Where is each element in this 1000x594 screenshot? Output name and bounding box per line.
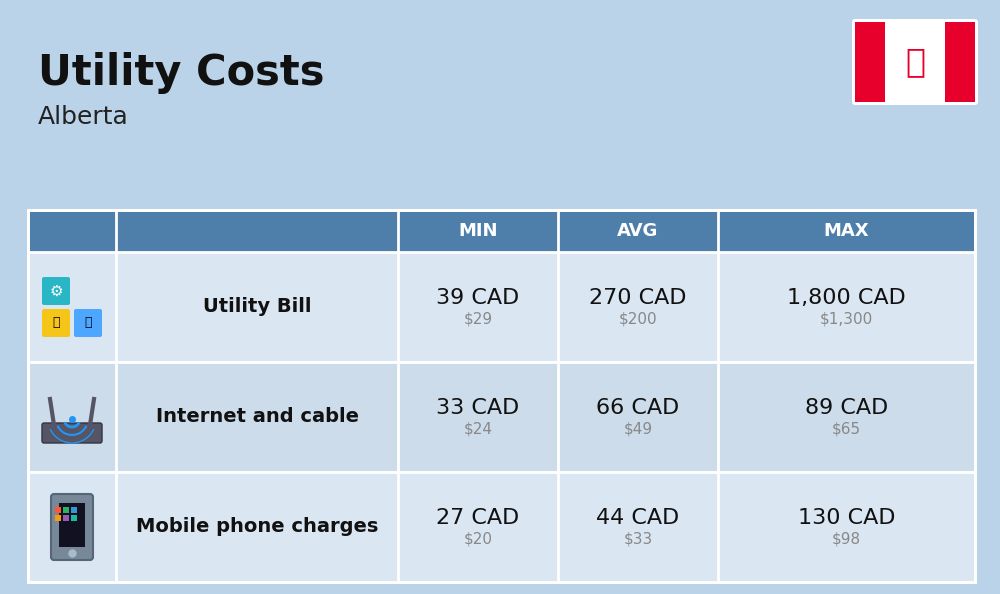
- FancyBboxPatch shape: [51, 494, 93, 560]
- Text: 66 CAD: 66 CAD: [596, 398, 680, 418]
- Bar: [28, 210, 975, 252]
- Bar: [885, 22, 945, 102]
- Text: $20: $20: [464, 532, 492, 546]
- Text: MAX: MAX: [824, 222, 869, 240]
- Bar: [63, 507, 69, 513]
- Text: $49: $49: [623, 422, 653, 437]
- Text: 27 CAD: 27 CAD: [436, 508, 520, 528]
- Text: 🚿: 🚿: [84, 317, 92, 330]
- Text: Alberta: Alberta: [38, 105, 129, 129]
- FancyBboxPatch shape: [42, 309, 70, 337]
- Bar: [55, 515, 61, 521]
- Bar: [55, 507, 61, 513]
- Text: 🍁: 🍁: [905, 46, 925, 78]
- Text: 44 CAD: 44 CAD: [596, 508, 680, 528]
- Bar: [28, 362, 975, 472]
- FancyBboxPatch shape: [42, 277, 70, 305]
- Bar: [28, 252, 975, 362]
- Text: Mobile phone charges: Mobile phone charges: [136, 517, 378, 536]
- Text: Utility Costs: Utility Costs: [38, 52, 324, 94]
- Text: $24: $24: [464, 422, 492, 437]
- Text: 89 CAD: 89 CAD: [805, 398, 888, 418]
- Bar: [855, 22, 885, 102]
- Bar: [71, 507, 77, 513]
- Text: MIN: MIN: [458, 222, 498, 240]
- Bar: [71, 515, 77, 521]
- Bar: [63, 515, 69, 521]
- Text: $98: $98: [832, 532, 861, 546]
- Text: Internet and cable: Internet and cable: [156, 407, 358, 426]
- Text: 33 CAD: 33 CAD: [436, 398, 520, 418]
- Text: 🔌: 🔌: [52, 317, 60, 330]
- Text: $65: $65: [832, 422, 861, 437]
- Text: 39 CAD: 39 CAD: [436, 288, 520, 308]
- Text: AVG: AVG: [617, 222, 659, 240]
- Text: $33: $33: [623, 532, 653, 546]
- FancyBboxPatch shape: [74, 309, 102, 337]
- Text: Utility Bill: Utility Bill: [203, 298, 311, 317]
- Bar: [28, 210, 975, 582]
- Text: $200: $200: [619, 311, 657, 327]
- Text: 130 CAD: 130 CAD: [798, 508, 895, 528]
- Text: 270 CAD: 270 CAD: [589, 288, 687, 308]
- FancyBboxPatch shape: [852, 19, 978, 105]
- Text: ⚙: ⚙: [49, 283, 63, 299]
- Text: $1,300: $1,300: [820, 311, 873, 327]
- Text: $29: $29: [463, 311, 493, 327]
- Bar: [28, 472, 975, 582]
- FancyBboxPatch shape: [42, 423, 102, 443]
- Text: 1,800 CAD: 1,800 CAD: [787, 288, 906, 308]
- Bar: [59, 503, 85, 547]
- Bar: [945, 22, 975, 102]
